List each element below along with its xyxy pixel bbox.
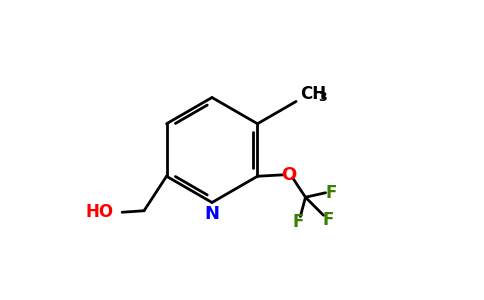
Text: HO: HO: [86, 203, 114, 221]
Text: F: F: [325, 184, 337, 202]
Text: 3: 3: [318, 91, 326, 104]
Text: F: F: [322, 211, 333, 229]
Text: N: N: [205, 205, 220, 223]
Text: CH: CH: [301, 85, 327, 103]
Text: F: F: [292, 213, 303, 231]
Text: O: O: [281, 166, 297, 184]
